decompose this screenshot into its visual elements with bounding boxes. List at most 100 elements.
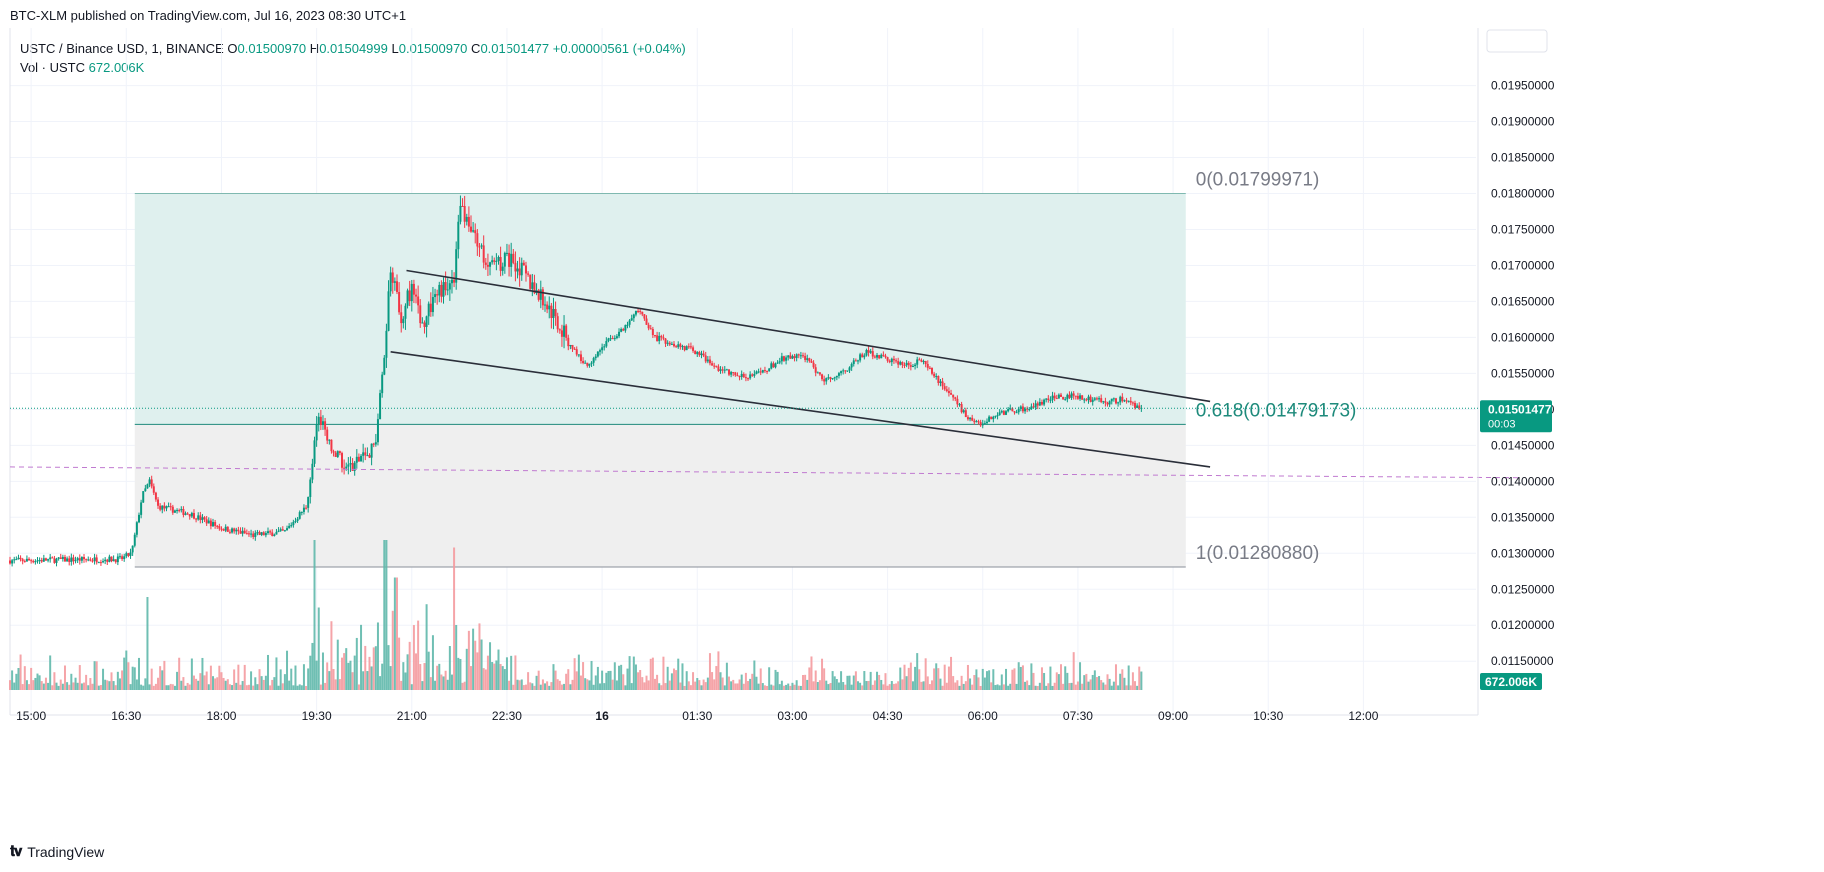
candle-body (55, 558, 58, 563)
volume-bar (307, 668, 310, 690)
candle-body (78, 558, 81, 561)
volume-bar (114, 685, 117, 690)
volume-bar (142, 685, 145, 690)
volume-bar (637, 672, 640, 690)
volume-bar (706, 677, 709, 690)
candle-body (645, 318, 648, 325)
candle-body (57, 557, 60, 559)
volume-bar (1081, 683, 1084, 690)
volume-bar (438, 663, 441, 690)
candle-body (53, 558, 56, 563)
candle-body (996, 415, 999, 417)
candle-body (1024, 408, 1027, 412)
candle-body (493, 260, 496, 262)
candle-body (486, 264, 489, 267)
volume-bar (683, 685, 686, 690)
candle-body (44, 558, 47, 561)
candle-body (142, 491, 145, 503)
time-tick-label: 09:00 (1158, 709, 1188, 723)
candle-body (1009, 408, 1012, 410)
candle-body (1089, 396, 1092, 402)
candle-body (833, 377, 836, 379)
volume-bar (1121, 669, 1124, 690)
volume-bar (108, 681, 111, 690)
candle-body (273, 534, 276, 536)
ohlc-row: USTC / Binance USD, 1, BINANCE O0.015009… (20, 39, 686, 58)
candle-body (148, 479, 151, 485)
volume-bar (406, 654, 409, 690)
candle-body (609, 338, 612, 340)
volume-bar (372, 647, 375, 690)
volume-bar (950, 656, 953, 690)
candle-body (516, 268, 519, 272)
candle-body (173, 510, 176, 513)
volume-bar (186, 682, 189, 690)
volume-bar (768, 667, 771, 690)
volume-bar (161, 670, 164, 690)
volume-bar (294, 665, 297, 690)
volume-bar (994, 685, 997, 690)
low-value: 0.01500970 (398, 41, 468, 56)
candle-body (87, 559, 90, 561)
volume-bar (279, 669, 282, 690)
volume-bar (918, 669, 921, 690)
volume-bar (192, 675, 195, 690)
volume-bar (269, 685, 272, 690)
volume-bar (465, 648, 468, 690)
volume-bar (311, 642, 314, 690)
volume-bar (937, 668, 940, 690)
candle-body (846, 370, 849, 372)
candle-body (190, 513, 193, 517)
volume-bar (634, 664, 637, 690)
candle-body (429, 303, 432, 313)
volume-bar (939, 678, 942, 690)
candle-body (867, 349, 870, 353)
candle-body (943, 386, 946, 390)
candle-body (140, 502, 143, 515)
volume-bar (135, 679, 138, 690)
volume-bar (178, 657, 181, 690)
candle-body (782, 356, 785, 361)
candle-body (789, 355, 792, 359)
symbol-name[interactable]: USTC / Binance USD, 1, BINANCE (20, 41, 224, 56)
candle-body (228, 531, 231, 533)
volume-bar (651, 657, 654, 690)
candle-body (482, 245, 485, 263)
volume-bar (419, 664, 422, 690)
candle-body (1032, 406, 1035, 408)
volume-bar (603, 683, 606, 690)
candle-body (806, 358, 809, 360)
candle-body (626, 324, 629, 326)
volume-bar (55, 682, 58, 690)
volume-bar (457, 657, 460, 690)
volume-bar (859, 682, 862, 690)
candle-body (311, 463, 314, 480)
candle-body (685, 346, 688, 351)
candle-body (74, 560, 77, 562)
candle-body (842, 370, 845, 372)
volume-bar (907, 667, 910, 690)
candlesticks (9, 195, 1143, 567)
volume-bar (795, 680, 798, 690)
volume-bar (880, 679, 883, 690)
volume-bar (601, 670, 604, 690)
volume-bar (427, 651, 430, 690)
candle-body (751, 374, 754, 376)
volume-label[interactable]: Vol · USTC (20, 60, 86, 75)
candle-body (224, 526, 227, 531)
candle-body (1007, 409, 1010, 412)
candle-body (618, 331, 621, 337)
candle-body (505, 252, 508, 254)
candle-body (579, 354, 582, 361)
candle-body (770, 363, 773, 369)
volume-bar (472, 628, 475, 690)
candle-body (23, 561, 26, 563)
candle-body (461, 205, 464, 207)
candle-body (544, 304, 547, 306)
volume-bar (552, 664, 555, 690)
candle-body (484, 262, 487, 265)
candle-body (395, 281, 398, 293)
tradingview-brand[interactable]: 𝐭𝐯 TradingView (10, 843, 104, 860)
volume-bar (1030, 663, 1033, 690)
